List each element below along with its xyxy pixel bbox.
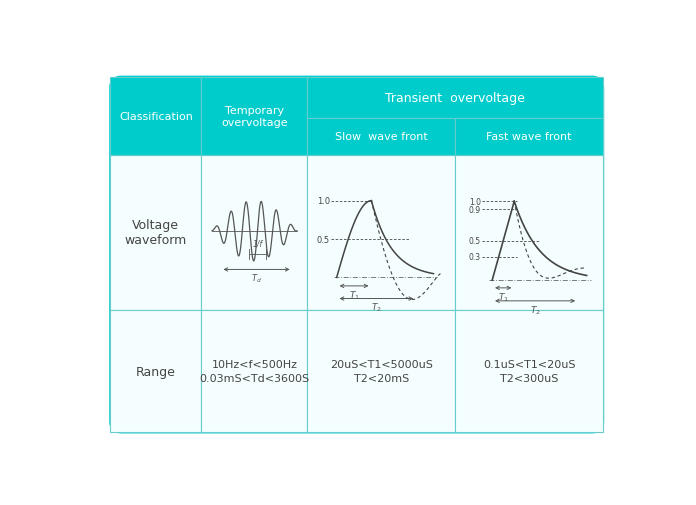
- Bar: [201, 156, 308, 310]
- Text: 0.5: 0.5: [317, 235, 330, 244]
- Text: Slow  wave front: Slow wave front: [335, 132, 428, 142]
- Bar: [308, 77, 603, 118]
- Text: Classification: Classification: [119, 112, 193, 122]
- Text: $T_2$: $T_2$: [530, 304, 541, 316]
- Bar: [110, 77, 201, 156]
- Text: 1.0: 1.0: [469, 197, 481, 206]
- FancyBboxPatch shape: [110, 77, 603, 433]
- Bar: [110, 310, 201, 433]
- Text: Temporary
overvoltage: Temporary overvoltage: [221, 106, 287, 127]
- Text: Range: Range: [136, 365, 176, 378]
- Text: $T_1$: $T_1$: [349, 289, 360, 301]
- Bar: [455, 118, 603, 156]
- Text: Fast wave front: Fast wave front: [487, 132, 572, 142]
- Bar: [308, 156, 455, 310]
- Bar: [201, 77, 308, 156]
- Bar: [308, 310, 455, 433]
- Text: Voltage
waveform: Voltage waveform: [125, 219, 187, 247]
- Text: 20uS<T1<5000uS
T2<20mS: 20uS<T1<5000uS T2<20mS: [330, 360, 433, 383]
- Text: $T_1$: $T_1$: [498, 290, 509, 303]
- Bar: [455, 156, 603, 310]
- Text: Transient  overvoltage: Transient overvoltage: [386, 91, 525, 105]
- Text: 0.3: 0.3: [469, 252, 481, 262]
- Text: 10Hz<f<500Hz
0.03mS<Td<3600S: 10Hz<f<500Hz 0.03mS<Td<3600S: [199, 360, 310, 383]
- Text: 0.9: 0.9: [469, 205, 481, 214]
- Bar: [455, 310, 603, 433]
- Text: 0.5: 0.5: [469, 237, 481, 246]
- Bar: [110, 156, 201, 310]
- Text: 1.0: 1.0: [317, 197, 330, 206]
- Text: $T_2$: $T_2$: [371, 301, 382, 314]
- Bar: [201, 310, 308, 433]
- Text: 1/f: 1/f: [253, 239, 263, 248]
- Text: $T_d$: $T_d$: [251, 272, 262, 285]
- Text: 0.1uS<T1<20uS
T2<300uS: 0.1uS<T1<20uS T2<300uS: [483, 360, 576, 383]
- Bar: [308, 118, 455, 156]
